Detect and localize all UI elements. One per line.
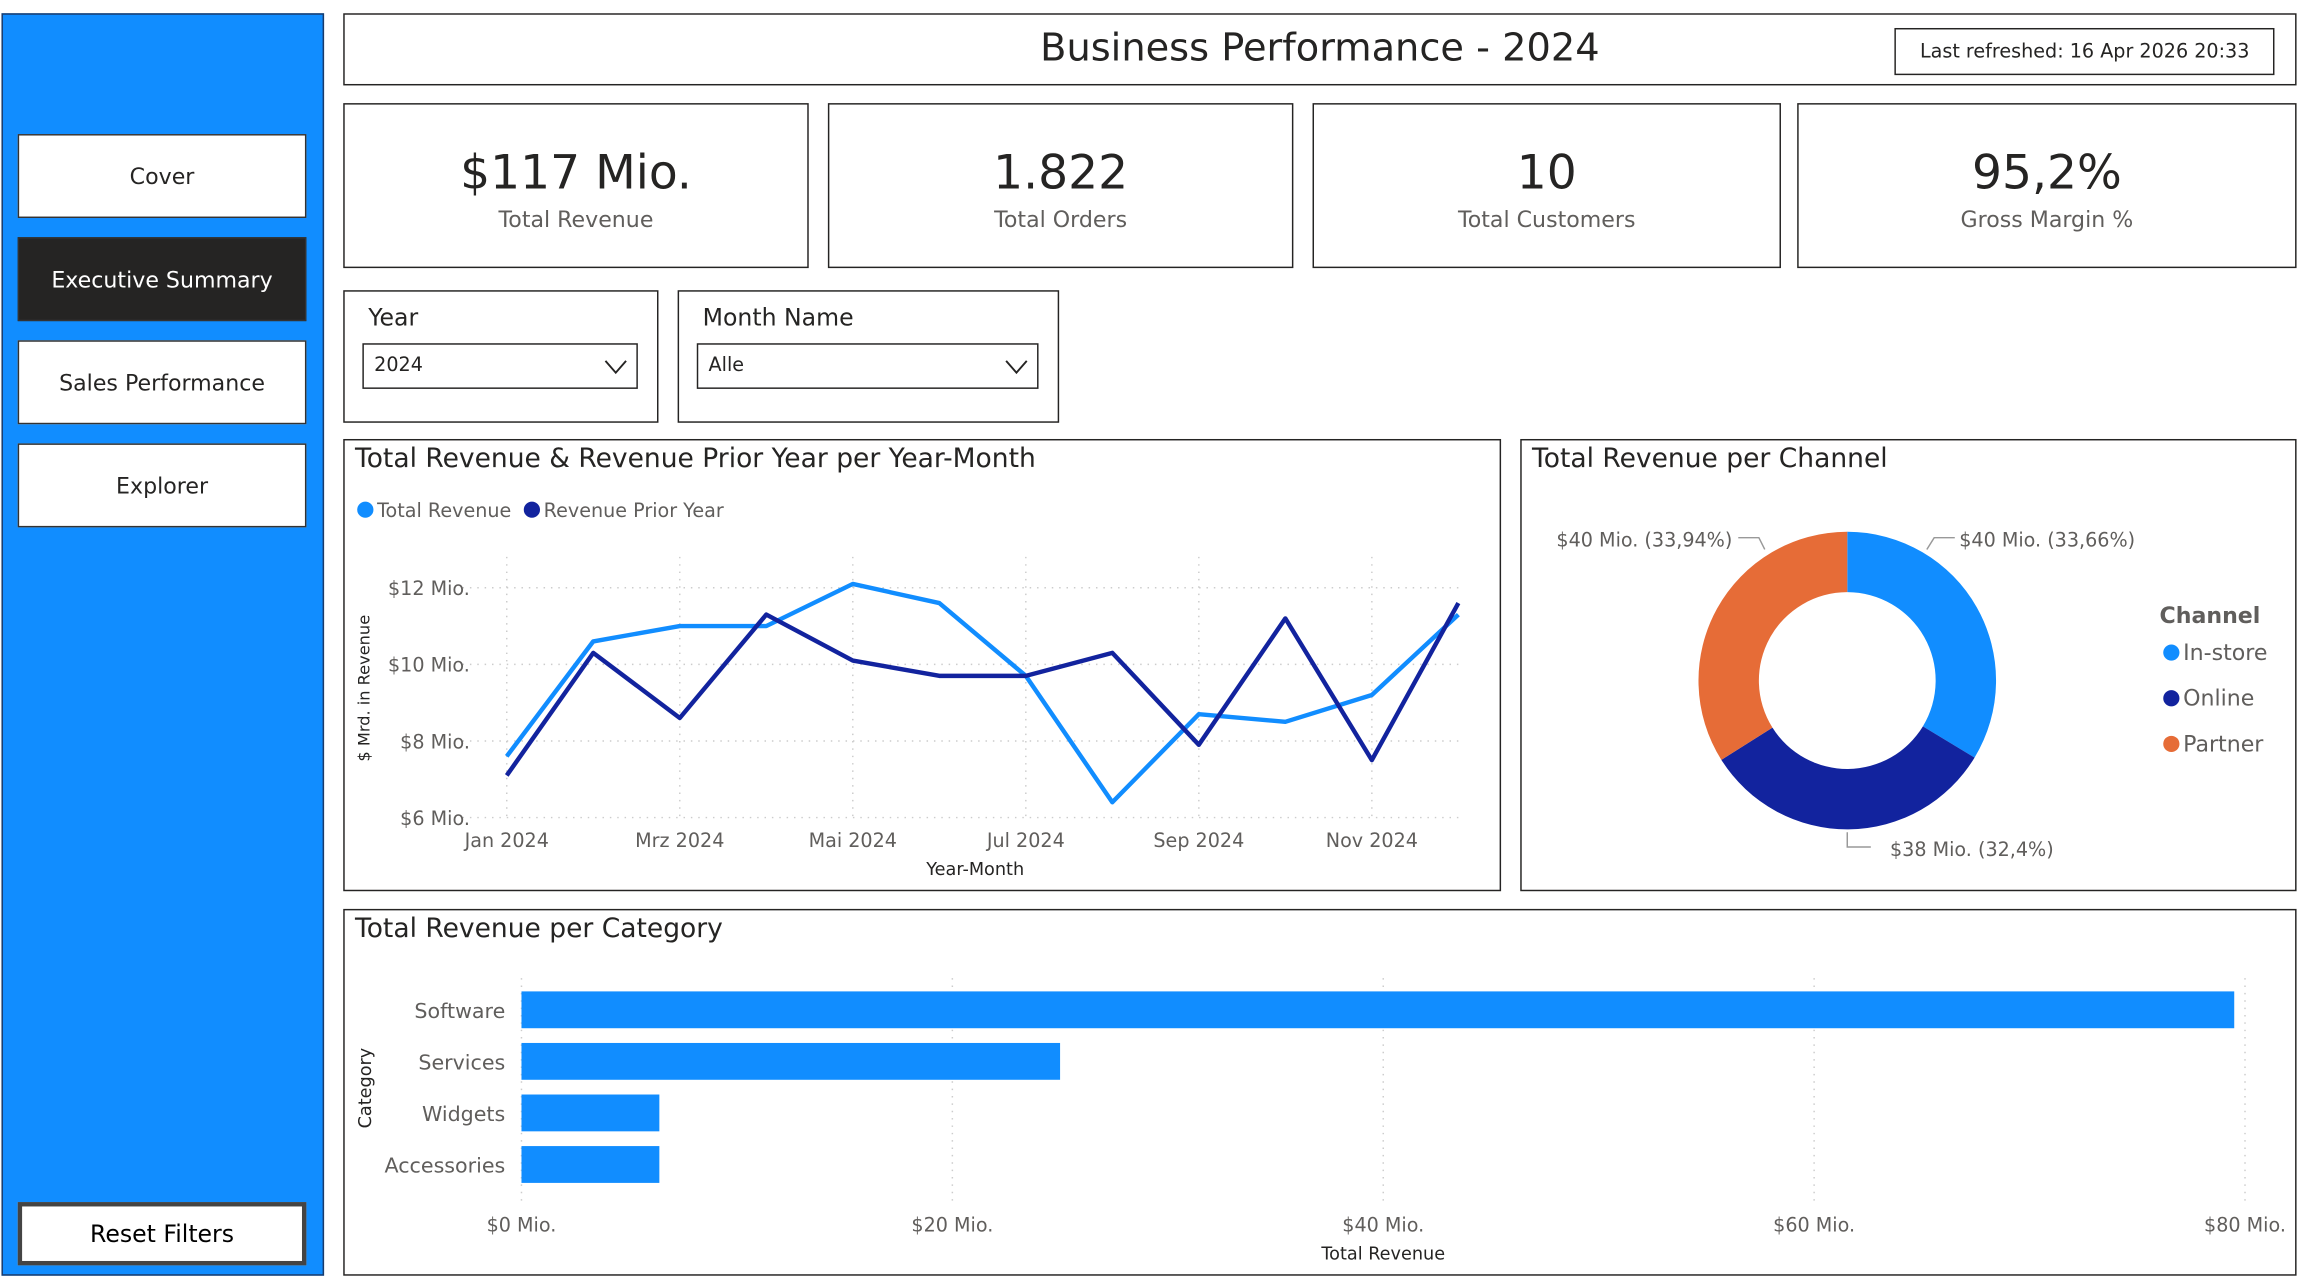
legend-marker [2163,736,2179,752]
nav-executive-summary-button[interactable]: Executive Summary [18,237,307,321]
line-chart-panel: Total Revenue & Revenue Prior Year per Y… [343,439,1501,891]
kpi-label: Total Revenue [345,206,808,233]
month-name-slicer: Month Name Alle [678,290,1060,423]
y-tick-label: $12 Mio. [388,577,470,600]
y-axis-title: $ Mrd. in Revenue [355,615,374,762]
x-tick-label: $80 Mio. [2204,1214,2286,1237]
dropdown-value: 2024 [374,355,423,377]
kpi-value: 95,2% [1799,144,2295,200]
legend-label: Partner [2183,731,2264,757]
x-tick-label: Sep 2024 [1153,829,1244,852]
bar-accessories [521,1146,659,1183]
line-chart: $6 Mio. $8 Mio. $10 Mio. $12 Mio. Jan 2024 Mr… [345,476,1498,888]
bar-chart: $0 Mio. $20 Mio. $40 Mio. $60 Mio. $80 Mio. S… [345,946,2294,1273]
slicer-title: Year [368,303,418,331]
x-axis-title: Year-Month [925,860,1024,880]
legend-marker [524,502,540,518]
header: Business Performance - 2024 Last refresh… [343,13,2296,85]
kpi-value: 10 [1314,144,1779,200]
y-tick-label: $8 Mio. [400,730,470,753]
last-refreshed-badge: Last refreshed: 16 Apr 2026 20:33 [1895,28,2275,75]
y-tick-label: $6 Mio. [400,807,470,830]
x-axis-title: Total Revenue [1320,1245,1445,1265]
nav-label: Cover [130,163,195,190]
nav-explorer-button[interactable]: Explorer [18,443,307,527]
legend-label: Total Revenue [376,499,511,522]
chart-title: Total Revenue per Channel [1532,443,1888,474]
bar-widgets [521,1095,659,1132]
x-tick-label: $20 Mio. [911,1214,993,1237]
donut-slice-online [1721,726,1974,829]
category-label: Widgets [422,1102,505,1126]
kpi-value: $117 Mio. [345,144,808,200]
x-tick-label: Nov 2024 [1326,829,1418,852]
legend-marker [357,502,373,518]
x-tick-label: Mrz 2024 [635,829,724,852]
chart-title: Total Revenue & Revenue Prior Year per Y… [355,443,1036,474]
leader-line [1927,538,1955,550]
bar-software [521,991,2234,1028]
nav-cover-button[interactable]: Cover [18,134,307,218]
legend-title: Channel [2160,603,2261,629]
category-label: Accessories [384,1154,505,1178]
month-name-dropdown[interactable]: Alle [697,343,1039,389]
data-label: $40 Mio. (33,66%) [1959,529,2135,552]
kpi-label: Total Orders [829,206,1292,233]
series-line-revenue-prior-year [507,603,1459,775]
dropdown-value: Alle [709,355,745,377]
slicer-title: Month Name [703,303,854,331]
bar-chart-panel: Total Revenue per Category $0 Mio. $20 Mi… [343,909,2296,1276]
legend-label: Revenue Prior Year [544,499,724,522]
kpi-card-total-customers: 10 Total Customers [1313,103,1781,268]
chevron-down-icon [604,358,628,376]
kpi-label: Gross Margin % [1799,206,2295,233]
reset-label: Reset Filters [90,1220,234,1248]
x-tick-label: $0 Mio. [487,1214,557,1237]
leader-line [1847,832,1871,847]
nav-label: Executive Summary [51,266,272,293]
data-label: $38 Mio. (32,4%) [1890,838,2054,861]
legend-label: In-store [2183,640,2267,666]
category-label: Services [418,1050,505,1074]
reset-filters-button[interactable]: Reset Filters [18,1202,307,1265]
donut-slice-partner [1698,532,1847,760]
year-slicer: Year 2024 [343,290,658,423]
bar-services [521,1043,1060,1080]
kpi-label: Total Customers [1314,206,1779,233]
nav-label: Sales Performance [59,369,265,396]
x-tick-label: $60 Mio. [1773,1214,1855,1237]
x-tick-label: $40 Mio. [1342,1214,1424,1237]
legend-marker [2163,644,2179,660]
kpi-value: 1.822 [829,144,1292,200]
x-tick-label: Mai 2024 [809,829,897,852]
chevron-down-icon [1005,358,1029,376]
donut-slice-in-store [1847,532,1996,758]
y-tick-label: $10 Mio. [388,654,470,677]
legend-label: Online [2183,686,2254,712]
nav-sales-performance-button[interactable]: Sales Performance [18,340,307,424]
category-label: Software [414,999,505,1023]
x-tick-label: Jul 2024 [986,829,1065,852]
donut-chart-panel: Total Revenue per Channel $40 Mio. (33,6… [1520,439,2296,891]
year-dropdown[interactable]: 2024 [362,343,637,389]
data-label: $40 Mio. (33,94%) [1556,529,1732,552]
y-axis-title: Category [356,1048,376,1129]
kpi-card-total-orders: 1.822 Total Orders [828,103,1293,268]
legend-marker [2163,690,2179,706]
leader-line [1738,538,1765,550]
donut-chart: $40 Mio. (33,66%) In-store $38 Mio. (32,4%… [1522,476,2294,888]
kpi-card-total-revenue: $117 Mio. Total Revenue [343,103,808,268]
chart-title: Total Revenue per Category [355,913,723,944]
x-tick-label: Jan 2024 [464,829,549,852]
kpi-card-gross-margin: 95,2% Gross Margin % [1797,103,2296,268]
nav-label: Explorer [116,472,208,499]
